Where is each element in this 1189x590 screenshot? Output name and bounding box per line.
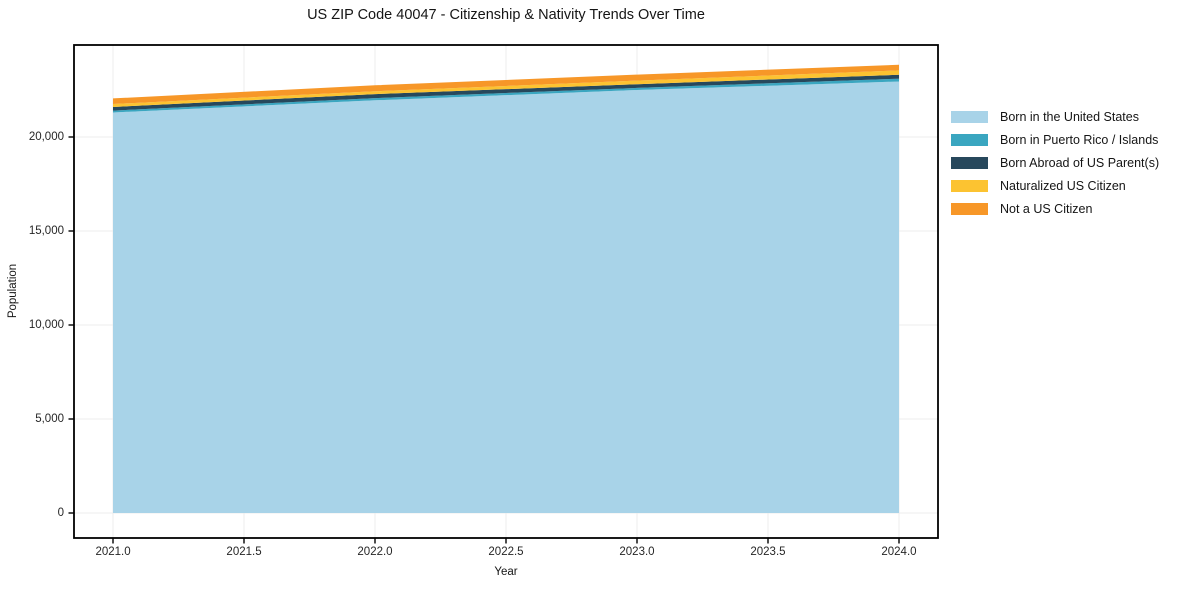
y-tick-label: 15,000 [28, 224, 64, 237]
legend-label: Born Abroad of US Parent(s) [1000, 155, 1160, 170]
legend-label: Not a US Citizen [1000, 201, 1093, 216]
y-tick-label: 5,000 [35, 412, 64, 425]
x-axis-label: Year [494, 566, 518, 578]
legend-swatch [951, 156, 988, 169]
legend-label: Born in the United States [1000, 109, 1139, 124]
legend: Born in the United States Born in Puerto … [951, 105, 1159, 220]
legend-swatch [951, 179, 988, 192]
y-tick-label: 20,000 [28, 130, 64, 143]
legend-item: Not a US Citizen [951, 197, 1159, 220]
legend-item: Born in Puerto Rico / Islands [951, 128, 1159, 151]
x-tick-label: 2023.5 [750, 546, 786, 558]
legend-label: Born in Puerto Rico / Islands [1000, 132, 1159, 147]
x-tick-label: 2022.5 [488, 546, 524, 558]
legend-item: Born Abroad of US Parent(s) [951, 151, 1159, 174]
y-tick-label: 10,000 [28, 318, 64, 331]
legend-item: Naturalized US Citizen [951, 174, 1159, 197]
area-series-1 [113, 78, 899, 113]
x-tick-label: 2023.0 [619, 546, 655, 558]
area-series-0 [113, 81, 899, 513]
legend-item: Born in the United States [951, 105, 1159, 128]
x-tick-label: 2021.5 [226, 546, 262, 558]
area-series-2 [113, 74, 899, 111]
area-series-3 [113, 70, 899, 107]
y-axis-label: Population [7, 263, 19, 319]
y-tick-label: 0 [57, 506, 64, 519]
chart-title: US ZIP Code 40047 - Citizenship & Nativi… [307, 7, 705, 23]
legend-swatch [951, 133, 988, 146]
x-tick-label: 2021.0 [95, 546, 131, 558]
x-tick-label: 2024.0 [881, 546, 917, 558]
legend-swatch [951, 202, 988, 215]
legend-swatch [951, 110, 988, 123]
area-series-4 [113, 64, 899, 104]
x-tick-label: 2022.0 [357, 546, 393, 558]
legend-label: Naturalized US Citizen [1000, 178, 1126, 193]
